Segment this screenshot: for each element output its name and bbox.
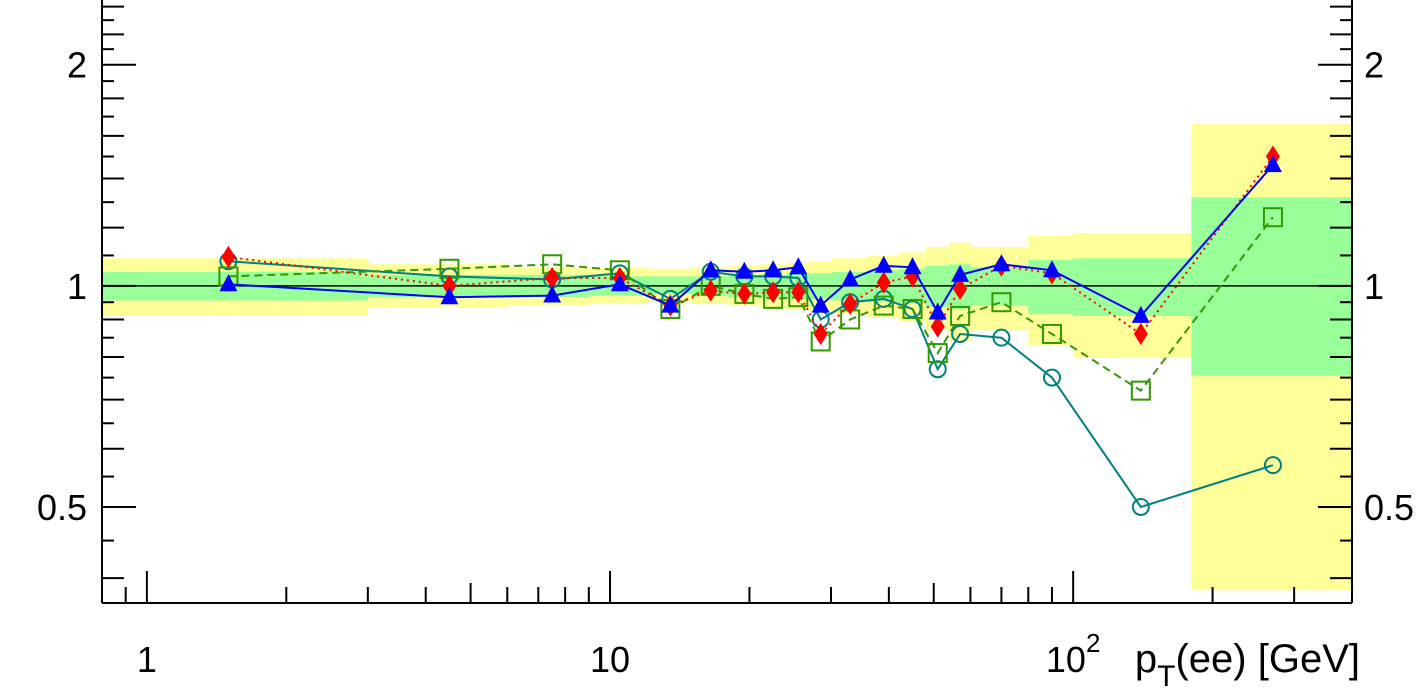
series-0-point (1131, 497, 1150, 516)
y-axis-left-ticks (102, 5, 136, 580)
series-3-point (1263, 155, 1282, 173)
series-3-point (661, 295, 680, 313)
x-axis-ticks (101, 571, 1353, 603)
series-2-point (876, 271, 891, 294)
x-axis-title-text: (ee) [GeV] (1175, 637, 1360, 681)
series-3-point (992, 254, 1011, 272)
x-tick-label: 102 (1046, 628, 1101, 680)
series-2-point (221, 245, 236, 268)
data-series (218, 145, 1283, 516)
series-3-point (735, 261, 754, 279)
series-1-point (1130, 380, 1151, 401)
series-2-point (843, 292, 858, 315)
series-2-point (545, 266, 560, 289)
series-2-point (442, 274, 457, 297)
series-2-point (703, 279, 718, 302)
series-1-point (950, 305, 971, 326)
series-3-point (789, 257, 808, 275)
series-2-point (930, 315, 945, 338)
series-3-point (219, 274, 238, 292)
series-0-point (1263, 456, 1282, 475)
y-left-tick-label: 1 (67, 266, 87, 307)
series-2-point (737, 282, 752, 305)
series-2-point (813, 322, 828, 345)
series-0-point (1042, 368, 1061, 387)
series-1-point (1262, 207, 1283, 228)
x-tick-label-base: 10 (590, 639, 630, 680)
x-axis-title-symbol: p (1135, 637, 1157, 681)
x-tick-label: 10 (590, 639, 630, 680)
series-1-point (991, 292, 1012, 313)
series-3-point (764, 260, 783, 278)
series-3-point (543, 285, 562, 303)
series-3-point (874, 255, 893, 273)
series-1-point (1041, 323, 1062, 344)
y-axis-right-ticks (1318, 5, 1352, 580)
x-tick-label-base: 10 (1046, 639, 1086, 680)
series-3-point (1042, 260, 1061, 278)
series-3-point (903, 257, 922, 275)
series-3-point (701, 260, 720, 278)
series-3-point (440, 287, 459, 305)
x-tick-label: 1 (137, 639, 157, 680)
x-tick-label-base: 1 (137, 639, 157, 680)
series-3-point (811, 295, 830, 313)
series-3-point (951, 264, 970, 282)
series-2-point (953, 278, 968, 301)
band-inner-bin (1073, 258, 1192, 316)
series-0-point (951, 324, 970, 343)
y-right-tick-label: 1 (1364, 266, 1384, 307)
series-1-point (902, 298, 923, 319)
series-3-point (610, 274, 629, 292)
series-2-point (766, 281, 781, 304)
x-axis-title: pT(ee) [GeV] (1135, 637, 1360, 693)
series-3-point (841, 269, 860, 287)
series-3 (219, 155, 1282, 323)
y-left-tick-label: 2 (67, 45, 87, 86)
x-axis-title-subscript: T (1157, 660, 1175, 693)
y-left-tick-label: 0.5 (37, 487, 87, 528)
uncertainty-bands (102, 124, 1353, 591)
series-1-point (873, 295, 894, 316)
series-3-point (1131, 305, 1150, 323)
series-2 (221, 145, 1280, 345)
series-3-point (928, 302, 947, 320)
series-2-point (1133, 322, 1148, 345)
series-2-point (791, 281, 806, 304)
y-right-tick-label: 0.5 (1364, 487, 1414, 528)
y-right-tick-label: 2 (1364, 45, 1384, 86)
series-1-point (927, 343, 948, 364)
series-0-point (992, 328, 1011, 347)
x-tick-label-exponent: 2 (1086, 628, 1100, 658)
